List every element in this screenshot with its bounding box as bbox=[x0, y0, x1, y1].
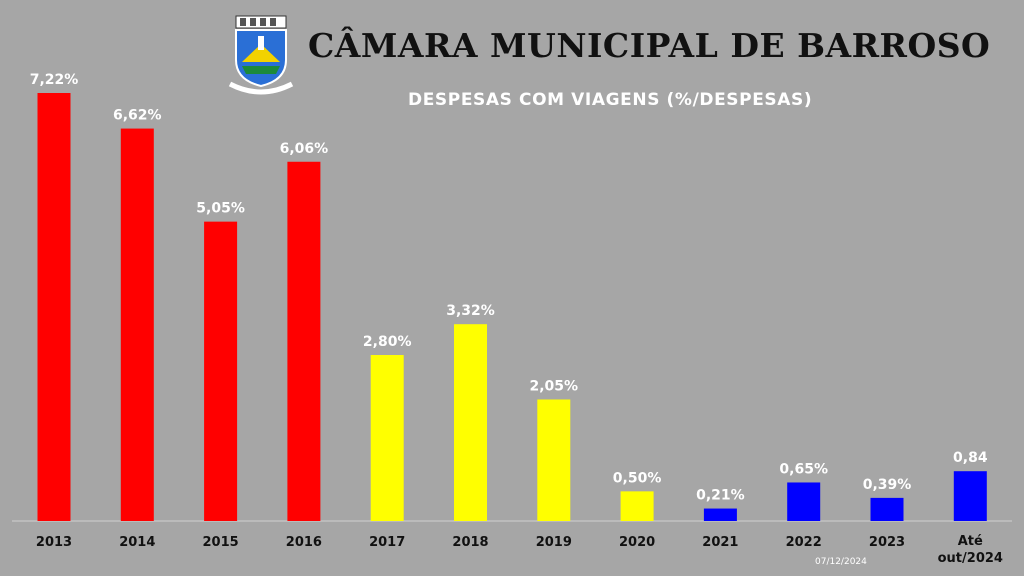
category-label-6: 2019 bbox=[536, 535, 572, 550]
category-label-9: 2022 bbox=[786, 535, 822, 550]
bar-3 bbox=[287, 161, 321, 522]
bar-7 bbox=[620, 491, 654, 521]
city-crest-logo bbox=[228, 15, 294, 95]
category-label-10: 2023 bbox=[869, 535, 905, 550]
data-label-1: 6,62% bbox=[113, 108, 162, 124]
bar-8 bbox=[703, 508, 737, 521]
category-label-2: 2015 bbox=[203, 535, 239, 550]
bar-2 bbox=[204, 221, 238, 521]
chart-subtitle: DESPESAS COM VIAGENS (%/DESPESAS) bbox=[408, 90, 813, 110]
bar-9 bbox=[787, 482, 821, 521]
data-label-3: 6,06% bbox=[280, 141, 329, 157]
bar-5 bbox=[454, 324, 487, 521]
category-label-3: 2016 bbox=[286, 535, 322, 550]
chart-title: CÂMARA MUNICIPAL DE BARROSO bbox=[308, 26, 991, 65]
data-label-11: 0,84 bbox=[953, 450, 988, 466]
bar-1 bbox=[120, 128, 154, 521]
data-label-9: 0,65% bbox=[779, 461, 828, 477]
footer-date: 07/12/2024 bbox=[815, 557, 867, 567]
data-label-2: 5,05% bbox=[196, 201, 245, 217]
data-label-5: 3,32% bbox=[446, 303, 495, 319]
category-label-1: 2014 bbox=[119, 535, 155, 550]
category-label-0: 2013 bbox=[36, 535, 72, 550]
bar-10 bbox=[870, 497, 904, 521]
category-label-5: 2018 bbox=[452, 535, 488, 550]
category-label-4: 2017 bbox=[369, 535, 405, 550]
data-label-0: 7,22% bbox=[30, 72, 79, 88]
bar-11 bbox=[953, 471, 987, 521]
category-label-7: 2020 bbox=[619, 535, 655, 550]
bar-0 bbox=[37, 93, 71, 521]
data-label-8: 0,21% bbox=[696, 488, 745, 504]
data-label-7: 0,50% bbox=[613, 470, 662, 486]
data-label-10: 0,39% bbox=[863, 477, 912, 493]
category-label-8: 2021 bbox=[702, 535, 738, 550]
data-label-4: 2,80% bbox=[363, 334, 412, 350]
data-label-6: 2,05% bbox=[530, 378, 579, 394]
category-label-11: Até out/2024 bbox=[938, 534, 1003, 566]
bar-4 bbox=[370, 355, 404, 521]
bar-6 bbox=[537, 399, 571, 521]
